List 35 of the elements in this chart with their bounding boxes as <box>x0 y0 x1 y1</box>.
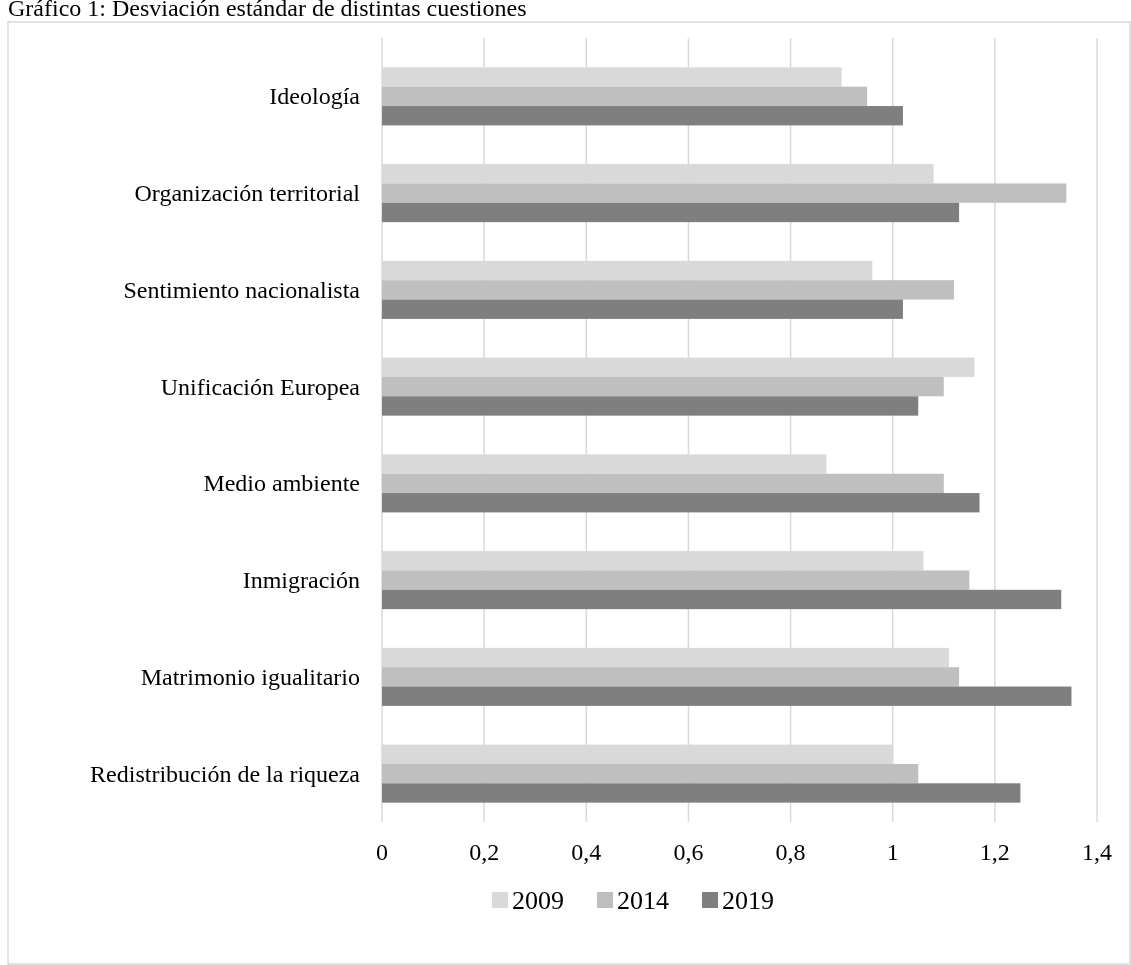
x-tick-label: 0 <box>376 839 388 865</box>
y-tick-label: Inmigración <box>242 567 360 594</box>
legend-label: 2019 <box>722 886 774 915</box>
bar <box>382 106 903 126</box>
legend-label: 2014 <box>617 886 669 915</box>
x-tick-label: 1,2 <box>979 839 1010 865</box>
y-tick-label: Redistribución de la riqueza <box>90 760 361 787</box>
bar <box>382 280 954 300</box>
bar <box>382 667 960 687</box>
bar <box>382 86 868 107</box>
bar <box>382 493 980 513</box>
bar <box>382 686 1072 706</box>
x-tick-label: 1,4 <box>1082 839 1112 865</box>
bar <box>382 396 919 416</box>
y-tick-label: Medio ambiente <box>203 470 360 497</box>
y-tick-label: Unificación Europea <box>160 373 361 400</box>
bar <box>382 376 944 397</box>
bar <box>382 570 970 590</box>
bar <box>382 763 919 784</box>
legend-label: 2009 <box>512 886 564 915</box>
y-tick-label: Ideología <box>269 83 361 110</box>
x-tick-label: 0,8 <box>775 839 806 865</box>
bar <box>382 473 944 494</box>
bar <box>382 783 1021 803</box>
y-tick-label: Organización territorial <box>134 180 361 207</box>
x-tick-label: 0,2 <box>469 839 500 865</box>
y-tick-label: Sentimiento nacionalista <box>123 276 361 303</box>
bar <box>382 299 903 319</box>
y-tick-label: Matrimonio igualitario <box>140 663 360 690</box>
x-tick-label: 1 <box>886 839 899 865</box>
bar <box>382 589 1062 610</box>
x-tick-label: 0,6 <box>673 839 704 865</box>
bar <box>382 202 960 223</box>
bar <box>382 183 1067 203</box>
x-tick-label: 0,4 <box>571 839 602 865</box>
